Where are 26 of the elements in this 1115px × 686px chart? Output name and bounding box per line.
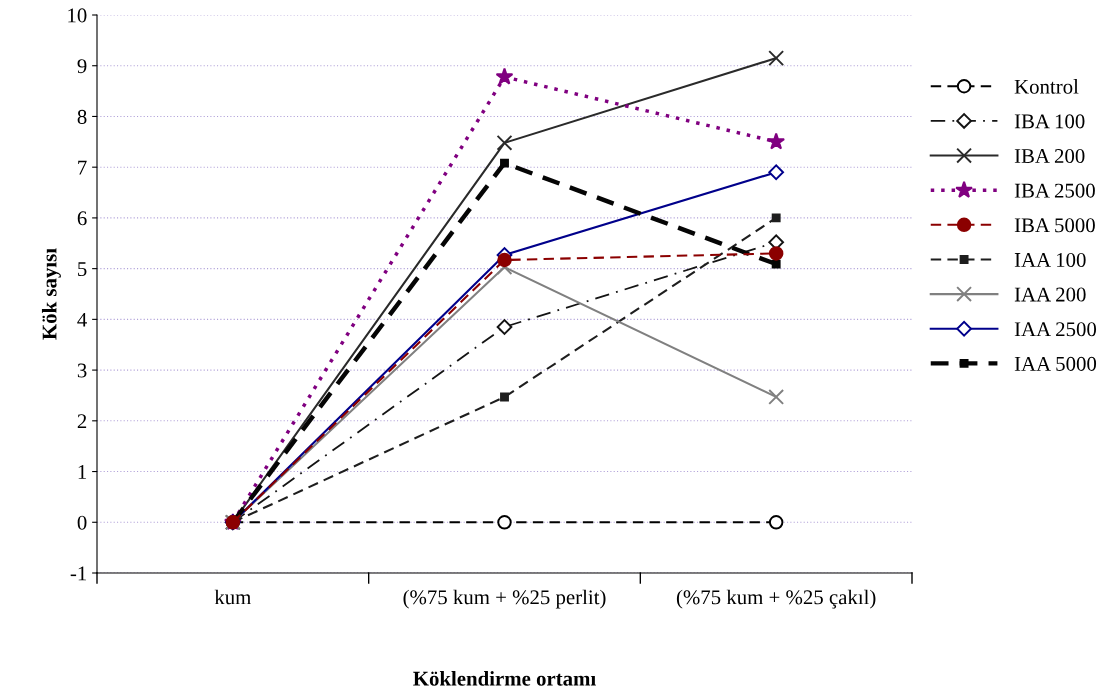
legend-label: IAA 100 (1014, 252, 1086, 267)
legend-label: IAA 5000 (1014, 356, 1097, 371)
y-tick-label: 8 (77, 109, 87, 124)
y-tick-label: 7 (78, 160, 87, 175)
y-tick-label: 6 (77, 211, 87, 226)
legend-label: IAA 2500 (1014, 322, 1097, 337)
y-tick-label: 3 (77, 363, 87, 378)
y-tick-label: 10 (68, 8, 87, 23)
y-tick-label: 2 (77, 414, 87, 429)
y-tick-label: -1 (70, 566, 87, 581)
legend-label: IBA 2500 (1014, 183, 1095, 198)
legend-label: IBA 100 (1014, 114, 1085, 129)
x-tick-label: (%75 kum + %25 çakıl) (676, 589, 876, 609)
y-tick-label: 1 (78, 465, 87, 479)
legend-label: IBA 200 (1014, 148, 1085, 164)
x-tick-label: (%75 kum + %25 perlit) (403, 589, 606, 609)
legend-label: IAA 200 (1014, 287, 1086, 302)
y-tick-label: 0 (77, 515, 87, 530)
x-axis-title: Köklendirme ortamı (413, 671, 596, 686)
y-tick-label: 9 (77, 59, 87, 74)
y-axis-title: Kök sayısı (41, 248, 61, 340)
x-tick-label: kum (214, 589, 252, 605)
legend-label: Kontrol (1014, 79, 1079, 94)
y-tick-label: 5 (78, 262, 87, 277)
legend-label: IBA 5000 (1014, 218, 1095, 233)
y-tick-label: 4 (77, 312, 87, 327)
